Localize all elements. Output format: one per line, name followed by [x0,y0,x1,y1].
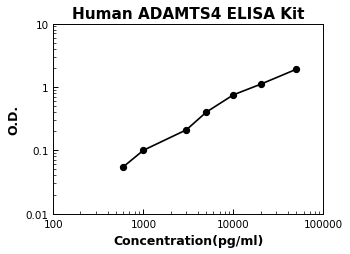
Point [141,149,146,153]
X-axis label: Concentration(pg/ml): Concentration(pg/ml) [113,234,264,247]
Point [231,93,236,98]
Point [183,128,189,132]
Title: Human ADAMTS4 ELISA Kit: Human ADAMTS4 ELISA Kit [72,7,305,22]
Point [121,165,126,169]
Point [258,83,263,87]
Y-axis label: O.D.: O.D. [7,104,20,134]
Point [294,68,299,72]
Point [204,111,209,115]
